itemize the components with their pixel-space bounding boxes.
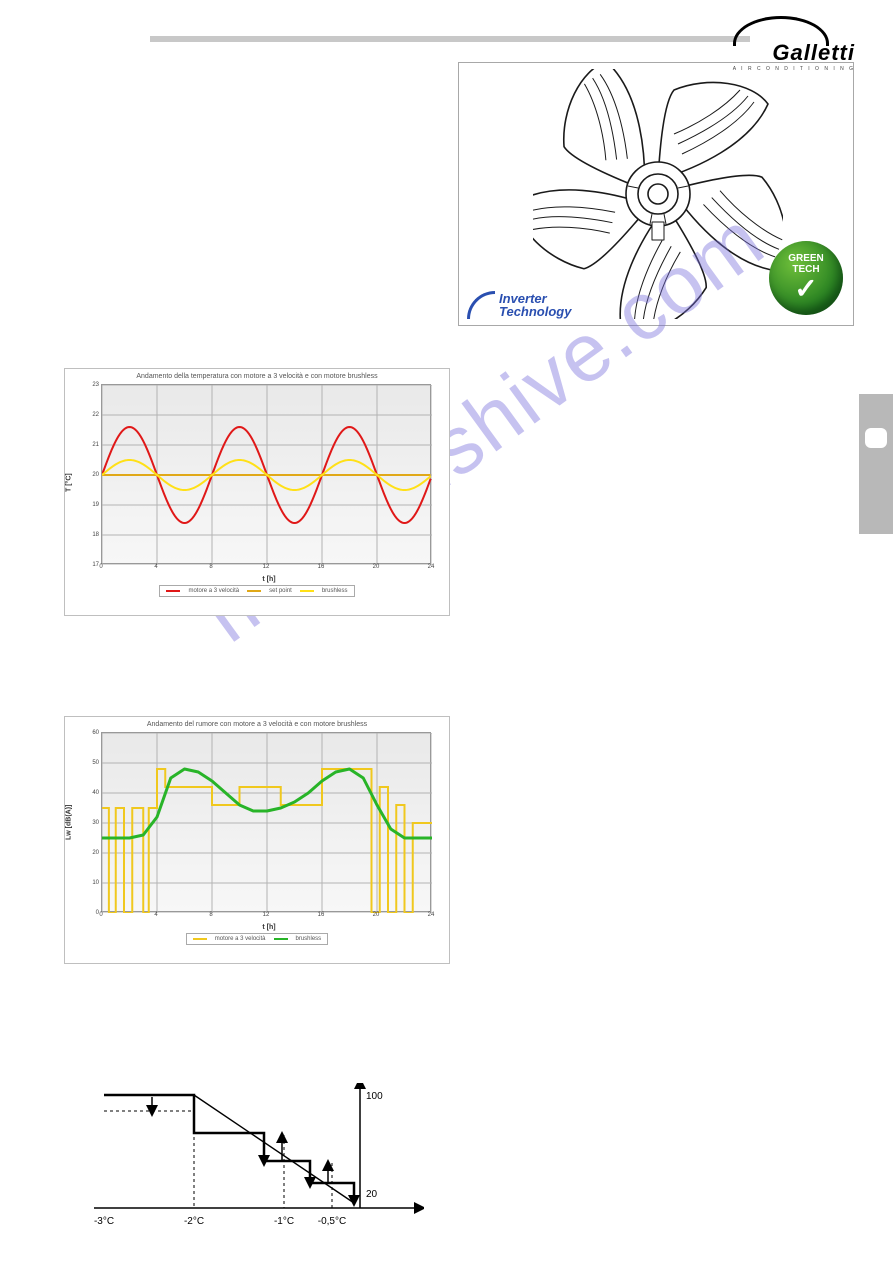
green-badge-line1: GREEN (788, 253, 824, 264)
green-tech-badge: GREEN TECH ✓ (769, 241, 843, 315)
temperature-chart-title: Andamento della temperatura con motore a… (65, 369, 449, 380)
temperature-chart-svg (102, 385, 432, 565)
noise-chart: Andamento del rumore con motore a 3 velo… (64, 716, 450, 964)
noise-chart-legend: motore a 3 velocitàbrushless (186, 933, 328, 945)
svg-text:-0,5°C: -0,5°C (318, 1216, 346, 1227)
speed-step-svg: 100 20 -3°C -2°C -1°C -0,5°C (64, 1083, 424, 1233)
header-rule (150, 36, 750, 42)
svg-text:-2°C: -2°C (184, 1216, 204, 1227)
page-number-slot (865, 428, 887, 448)
noise-chart-plot (101, 732, 431, 912)
fan-illustration-panel: Inverter Technology GREEN TECH ✓ (458, 62, 854, 326)
inverter-line2: Technology (499, 305, 571, 319)
noise-chart-xlabel: t [h] (101, 924, 437, 931)
temperature-chart-yticks: 17181920212223 (87, 385, 99, 565)
noise-chart-svg (102, 733, 432, 913)
temperature-chart-legend: motore a 3 velocitàset pointbrushless (159, 585, 354, 597)
temperature-chart-plot (101, 384, 431, 564)
fan-drawing (533, 69, 783, 319)
svg-text:20: 20 (366, 1189, 378, 1200)
inverter-tech-badge: Inverter Technology (467, 291, 571, 319)
inverter-line1: Inverter (499, 292, 571, 306)
temperature-chart-ylabel: T [°C] (66, 473, 73, 492)
speed-step-diagram: 100 20 -3°C -2°C -1°C -0,5°C (64, 1083, 424, 1233)
svg-text:-3°C: -3°C (94, 1216, 114, 1227)
noise-chart-ylabel: Lw [dB(A)] (66, 805, 73, 840)
noise-chart-xticks: 04812162024 (101, 912, 437, 922)
svg-text:100: 100 (366, 1091, 383, 1102)
temperature-chart-xticks: 04812162024 (101, 564, 437, 574)
svg-text:-1°C: -1°C (274, 1216, 294, 1227)
inverter-swoosh-icon (467, 291, 495, 319)
noise-chart-title: Andamento del rumore con motore a 3 velo… (65, 717, 449, 728)
page-side-tab (859, 394, 893, 534)
check-icon: ✓ (794, 275, 817, 303)
noise-chart-yticks: 0102030405060 (87, 733, 99, 913)
temperature-chart: Andamento della temperatura con motore a… (64, 368, 450, 616)
temperature-chart-xlabel: t [h] (101, 576, 437, 583)
